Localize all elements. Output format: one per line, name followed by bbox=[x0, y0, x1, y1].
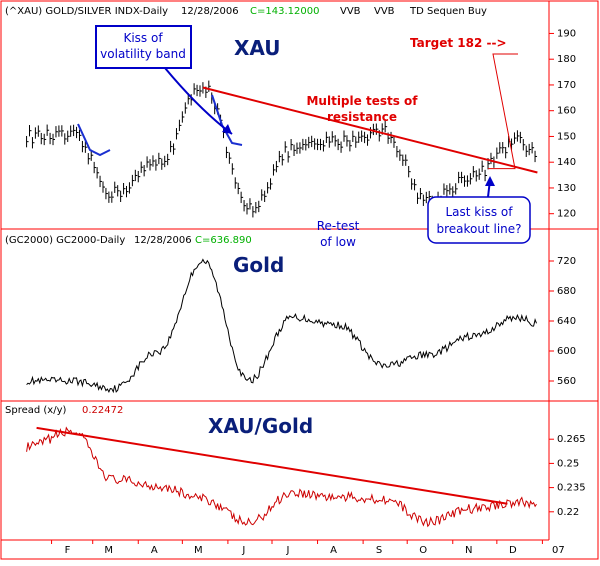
svg-text:resistance: resistance bbox=[327, 110, 397, 124]
resistance-line bbox=[202, 86, 538, 174]
x-tick-label: D bbox=[509, 545, 517, 556]
svg-text:Last kiss of: Last kiss of bbox=[446, 205, 514, 219]
svg-text:of low: of low bbox=[320, 235, 356, 249]
x-tick-label: M bbox=[194, 545, 203, 556]
spread-line bbox=[26, 426, 537, 528]
target-label: Target 182 --> bbox=[410, 36, 507, 50]
target-line bbox=[488, 53, 518, 170]
xau-title: XAU bbox=[234, 36, 281, 60]
x-tick-label: N bbox=[465, 545, 472, 556]
gold-header: (GC2000) GC2000-Daily 12/28/2006 C=636.8… bbox=[5, 235, 252, 246]
x-tick-label: F bbox=[65, 545, 71, 556]
y-tick-label: 640 bbox=[557, 316, 576, 327]
spread-title: XAU/Gold bbox=[208, 414, 313, 438]
x-tick-label: J bbox=[241, 545, 245, 556]
y-tick-label: 150 bbox=[557, 131, 576, 142]
spread-y-axis: 0.22 0.235 0.25 0.265 bbox=[549, 434, 586, 518]
y-tick-label: 170 bbox=[557, 80, 576, 91]
retest-label: Re-test of low bbox=[317, 219, 360, 249]
y-tick-label: 680 bbox=[557, 286, 576, 297]
x-tick-label: J bbox=[286, 545, 290, 556]
svg-text:Multiple tests of: Multiple tests of bbox=[306, 94, 418, 108]
xau-price-bars bbox=[26, 80, 538, 218]
volatility-band-jul bbox=[211, 94, 243, 146]
svg-text:volatility band: volatility band bbox=[100, 47, 186, 61]
gold-price-line bbox=[26, 258, 537, 394]
svg-text:breakout line?: breakout line? bbox=[436, 222, 521, 236]
y-tick-label: 560 bbox=[557, 376, 576, 387]
last-kiss-callout: Last kiss of breakout line? bbox=[427, 176, 531, 244]
x-axis: F M A M J J A S O N D 07 bbox=[51, 540, 565, 556]
x-tick-label: A bbox=[330, 545, 337, 556]
xau-header: (^XAU) GOLD/SILVER INDX-Daily 12/28/2006… bbox=[5, 6, 487, 17]
x-tick-label: S bbox=[376, 545, 382, 556]
y-tick-label: 190 bbox=[557, 28, 576, 39]
y-tick-label: 0.235 bbox=[557, 483, 586, 494]
spread-header: Spread (x/y) 0.22472 bbox=[5, 405, 123, 416]
y-tick-label: 600 bbox=[557, 346, 576, 357]
kiss-volatility-callout: Kiss of volatility band bbox=[95, 25, 233, 135]
y-tick-label: 0.265 bbox=[557, 434, 586, 445]
x-tick-label: 07 bbox=[552, 545, 565, 556]
y-tick-label: 180 bbox=[557, 54, 576, 65]
x-tick-label: O bbox=[419, 545, 427, 556]
svg-text:Re-test: Re-test bbox=[317, 219, 360, 233]
y-tick-label: 120 bbox=[557, 209, 576, 220]
y-tick-label: 720 bbox=[557, 256, 576, 267]
volatility-band-feb bbox=[77, 123, 111, 157]
svg-text:Kiss of: Kiss of bbox=[123, 31, 163, 45]
multiple-tests-label: Multiple tests of resistance bbox=[306, 94, 418, 124]
x-tick-label: A bbox=[151, 545, 158, 556]
y-tick-label: 0.22 bbox=[557, 507, 579, 518]
gold-title: Gold bbox=[233, 253, 284, 277]
y-tick-label: 130 bbox=[557, 183, 576, 194]
y-tick-label: 0.25 bbox=[557, 458, 579, 469]
spread-trend-line bbox=[36, 426, 508, 505]
xau-y-axis: 120 130 140 150 160 170 180 190 bbox=[549, 28, 576, 220]
y-tick-label: 140 bbox=[557, 157, 576, 168]
x-tick-label: M bbox=[104, 545, 113, 556]
y-tick-label: 160 bbox=[557, 106, 576, 117]
gold-y-axis: 560 600 640 680 720 bbox=[549, 256, 576, 387]
